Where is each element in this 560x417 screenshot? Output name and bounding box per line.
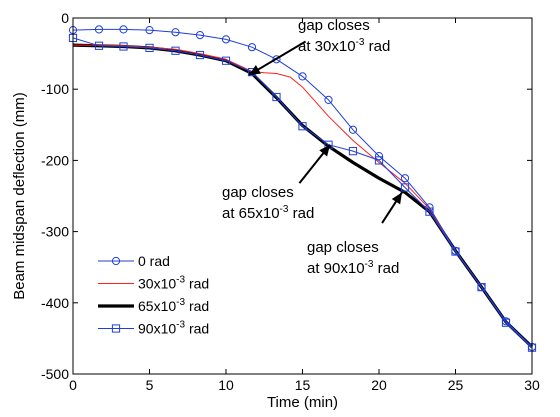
data-point: [195, 30, 205, 40]
annotation-3: gap closes at 90x10-3 rad: [307, 191, 403, 277]
legend-label: 30x10-3 rad: [138, 275, 209, 292]
data-point: [145, 43, 154, 53]
data-point: [400, 183, 410, 192]
annotation-1: gap closes at 30x10-3 rad: [248, 17, 390, 76]
y-tick-label: -500: [41, 366, 69, 382]
data-point: [348, 125, 358, 134]
legend-label: 65x10-3 rad: [138, 297, 209, 314]
legend-label: 0 rad: [138, 253, 170, 269]
data-point: [94, 25, 104, 34]
annotations: gap closes at 30x10-3 rad gap closes at 65x…: [222, 17, 403, 277]
y-tick-label: -200: [41, 152, 69, 168]
series-line: [72, 28, 533, 348]
annotation-line2: at 30x10-3 rad: [298, 37, 390, 55]
data-point: [119, 25, 128, 34]
data-point: [171, 28, 180, 37]
data-point: [195, 50, 205, 60]
legend-label: 90x10-3 rad: [138, 320, 209, 337]
legend-marker: [111, 324, 121, 333]
annotation-line2: at 65x10-3 rad: [222, 204, 314, 222]
legend-item-1: 0 rad: [98, 253, 170, 269]
data-point: [501, 317, 511, 326]
annotation-line2: at 90x10-3 rad: [307, 259, 399, 277]
data-point: [221, 35, 231, 44]
data-point: [477, 283, 486, 292]
data-point: [348, 147, 358, 156]
x-tick-label: 15: [295, 377, 311, 393]
y-tick-label: -300: [41, 224, 69, 240]
data-point: [119, 42, 128, 51]
data-point: [272, 92, 281, 102]
x-tick-label: 10: [218, 377, 234, 393]
legend-item-2: 30x10-3 rad: [98, 275, 209, 292]
axes: 0 5 10 15 20 25 30 0 -100 -200 -300 -400 -500: [41, 10, 540, 393]
data-point: [94, 41, 104, 50]
annotation-line1: gap closes: [298, 17, 370, 34]
data-point: [221, 56, 231, 65]
legend-item-4: 90x10-3 rad: [98, 320, 209, 337]
annotation-line1: gap closes: [307, 239, 379, 256]
x-axis-label: Time (min): [267, 394, 338, 411]
data-point: [425, 203, 434, 212]
data-point: [324, 95, 333, 104]
data-point: [247, 43, 257, 52]
legend-item-3: 65x10-3 rad: [98, 297, 209, 314]
y-tick-label: -100: [41, 81, 69, 97]
annotation-line1: gap closes: [222, 184, 294, 201]
x-tick-label: 25: [448, 377, 464, 393]
y-tick-label: -400: [41, 295, 69, 311]
data-marks: [68, 25, 537, 352]
annotation-arrowhead: [391, 192, 402, 205]
data-point: [272, 55, 281, 64]
legend-marker: [111, 256, 121, 266]
data-point: [400, 174, 410, 183]
legend: 0 rad 30x10-3 rad 65x10-3 rad 90x10-3 rad: [98, 253, 209, 337]
data-point: [451, 246, 460, 255]
x-tick-label: 30: [524, 377, 540, 393]
data-point: [171, 46, 180, 55]
data-point: [298, 122, 307, 131]
data-point: [298, 72, 307, 81]
annotation-arrowhead: [319, 144, 331, 157]
data-point: [374, 152, 384, 161]
data-point: [145, 26, 154, 35]
x-tick-label: 5: [146, 377, 154, 393]
annotation-arrowhead: [248, 65, 261, 75]
annotation-2: gap closes at 65x10-3 rad: [222, 144, 331, 222]
data-point: [374, 156, 384, 165]
y-tick-label: 0: [61, 10, 69, 26]
y-axis-label: Beam midspan deflection (mm): [11, 92, 28, 300]
x-tick-label: 0: [69, 377, 77, 393]
x-tick-label: 20: [371, 377, 387, 393]
